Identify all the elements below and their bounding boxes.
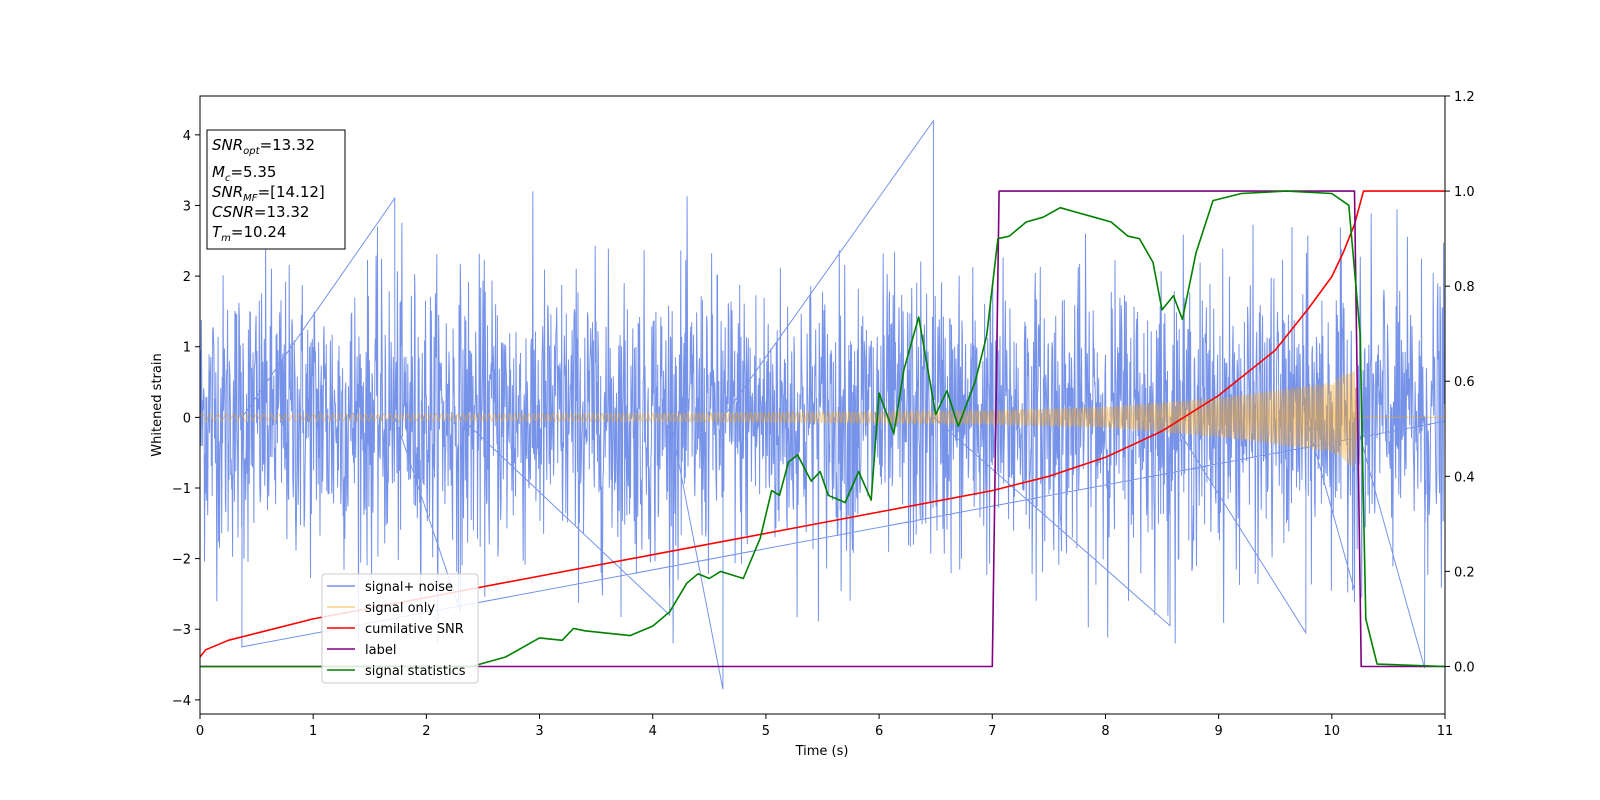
x-axis-label: Time (s) — [795, 744, 849, 759]
y-tick-label: −4 — [172, 694, 191, 709]
x-tick-label: 1 — [309, 724, 317, 739]
plot-frame — [199, 95, 1446, 715]
series-label-line — [200, 190, 1445, 668]
series-signal-statistics-line — [200, 190, 1445, 668]
x-tick-label: 2 — [422, 724, 430, 739]
annotation-box: SNRopt=13.32 Mc=5.35SNRMF=[14.12]CSNR=13.… — [206, 129, 346, 250]
x-tick-label: 7 — [988, 724, 996, 739]
x-tick-label: 9 — [1214, 724, 1222, 739]
legend-entry: label — [365, 643, 396, 658]
y-tick-label: 3 — [183, 199, 191, 214]
y-axis-right: 1.2 1.0 0.8 0.6 0.4 0.2 0.0 — [1445, 90, 1475, 675]
legend-entry: signal statistics — [365, 664, 466, 679]
legend-entry: signal+ noise — [365, 580, 453, 595]
plot-area — [200, 119, 1445, 690]
x-tick-label: 5 — [762, 724, 770, 739]
annotation-line: Mc=5.35 — [212, 163, 276, 184]
y2-tick-label: 0.6 — [1454, 375, 1475, 390]
legend-entry: signal only — [365, 601, 435, 616]
y2-tick-label: 0.0 — [1454, 660, 1475, 675]
x-tick-label: 4 — [649, 724, 657, 739]
annotation-line: SNRMF=[14.12] — [212, 183, 325, 204]
y2-tick-label: 0.4 — [1454, 470, 1475, 485]
y-tick-label: 1 — [183, 341, 191, 356]
y-axis-label: Whitened strain — [150, 353, 165, 456]
y2-tick-label: 1.0 — [1454, 185, 1475, 200]
y-tick-label: −3 — [172, 623, 191, 638]
x-tick-label: 8 — [1101, 724, 1109, 739]
legend-entry: cumilative SNR — [365, 622, 464, 637]
y2-tick-label: 0.2 — [1454, 565, 1475, 580]
x-tick-label: 3 — [535, 724, 543, 739]
y-tick-label: −1 — [172, 482, 191, 497]
x-tick-label: 11 — [1437, 724, 1454, 739]
x-axis: 0 1 2 3 4 5 6 7 8 9 10 11 — [196, 714, 1453, 739]
annotation-line: Tm=10.24 — [212, 223, 286, 244]
y-tick-label: 4 — [183, 129, 191, 144]
x-tick-label: 0 — [196, 724, 204, 739]
legend: signal+ noise signal only cumilative SNR la… — [321, 573, 479, 684]
y2-tick-label: 1.2 — [1454, 90, 1475, 105]
series-cumilative-snr-line — [200, 190, 1445, 658]
x-tick-label: 10 — [1324, 724, 1341, 739]
x-tick-label: 6 — [875, 724, 883, 739]
annotation-line: CSNR=13.32 — [212, 203, 309, 221]
y-tick-label: 2 — [183, 270, 191, 285]
y2-tick-label: 0.8 — [1454, 280, 1475, 295]
y-tick-label: 0 — [183, 411, 191, 426]
signal-only-line — [200, 370, 1445, 468]
series-right-axis-lines — [200, 190, 1445, 668]
y-axis-left: 4 3 2 1 0 −1 −2 −3 −4 — [172, 129, 200, 709]
y-tick-label: −2 — [172, 553, 191, 568]
series-signal-only — [200, 370, 1445, 468]
annotation-line: SNRopt=13.32 — [212, 136, 315, 157]
